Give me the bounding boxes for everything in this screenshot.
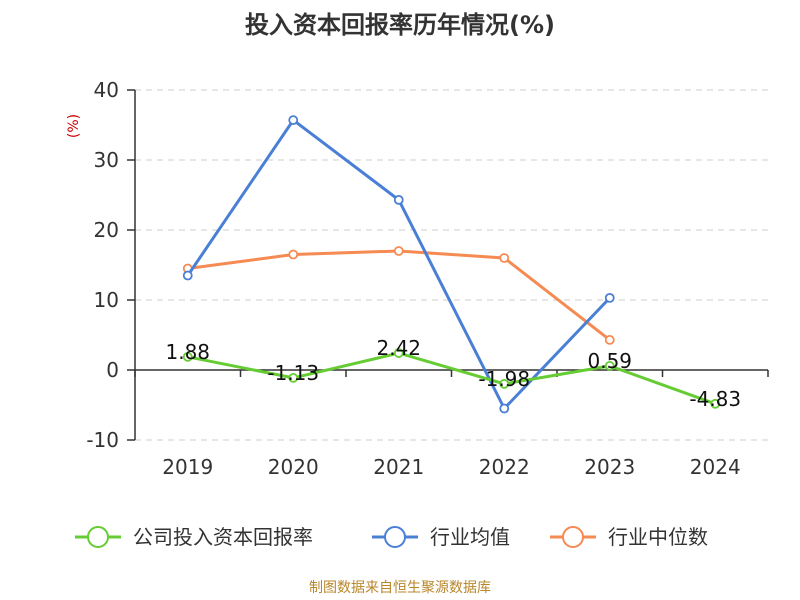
data-label: 0.59: [587, 349, 632, 373]
axis-layer: -10 0 10 20 30 40 2019 2020 2021 2022 2023 2024: [86, 78, 769, 479]
legend-swatch-marker: [87, 526, 109, 548]
data-point[interactable]: [393, 348, 404, 358]
data-label: -1.13: [267, 361, 319, 385]
chart-title: 投入资本回报率历年情况(%): [245, 11, 555, 39]
data-label-layer: 1.88 -1.13 2.42 -1.98 0.59 -4.83: [165, 336, 741, 411]
data-point[interactable]: [499, 378, 510, 389]
x-tick-label: 2024: [690, 455, 741, 479]
x-tick-label: 2021: [373, 455, 424, 479]
x-tick-label: 2020: [268, 455, 319, 479]
data-point[interactable]: [393, 194, 404, 205]
y-tick-label: 0: [106, 358, 119, 382]
y-tick-label: 20: [94, 218, 119, 242]
data-point[interactable]: [710, 398, 721, 409]
data-label: 1.88: [165, 340, 210, 364]
y-tick-label: 10: [94, 288, 119, 312]
data-point[interactable]: [604, 360, 615, 371]
series-line-1: [186, 118, 611, 410]
data-label: 2.42: [376, 336, 421, 360]
data-point[interactable]: [288, 115, 299, 125]
legend-swatch-marker: [562, 526, 584, 548]
legend-item-label[interactable]: 公司投入资本回报率: [133, 525, 313, 549]
y-tick-label: 30: [94, 148, 119, 172]
source-note: 制图数据来自恒生聚源数据库: [309, 580, 491, 596]
series-layer: [182, 115, 721, 414]
data-point[interactable]: [604, 292, 615, 303]
y-tick-label: 40: [94, 78, 119, 102]
data-point[interactable]: [182, 270, 193, 281]
data-point[interactable]: [499, 253, 510, 263]
data-label: -1.98: [478, 367, 530, 391]
legend: 公司投入资本回报率 行业均值 行业中位数: [75, 525, 708, 549]
series-line-0: [187, 351, 716, 406]
x-tick-label: 2019: [162, 455, 213, 479]
series-line-2: [187, 249, 611, 342]
data-point[interactable]: [393, 246, 404, 256]
data-point[interactable]: [182, 351, 193, 362]
x-tick-label: 2022: [479, 455, 530, 479]
data-label: -4.83: [689, 387, 741, 411]
legend-item-label[interactable]: 行业均值: [430, 525, 510, 549]
data-point[interactable]: [288, 249, 299, 260]
data-point[interactable]: [499, 403, 510, 414]
data-point[interactable]: [288, 373, 299, 383]
y-tick-label: -10: [86, 428, 119, 452]
legend-item-label[interactable]: 行业中位数: [608, 525, 708, 549]
y-axis-unit-label: (%): [66, 114, 82, 138]
x-tick-label: 2023: [584, 455, 635, 479]
legend-swatch-marker: [384, 526, 406, 548]
data-point[interactable]: [604, 334, 615, 345]
